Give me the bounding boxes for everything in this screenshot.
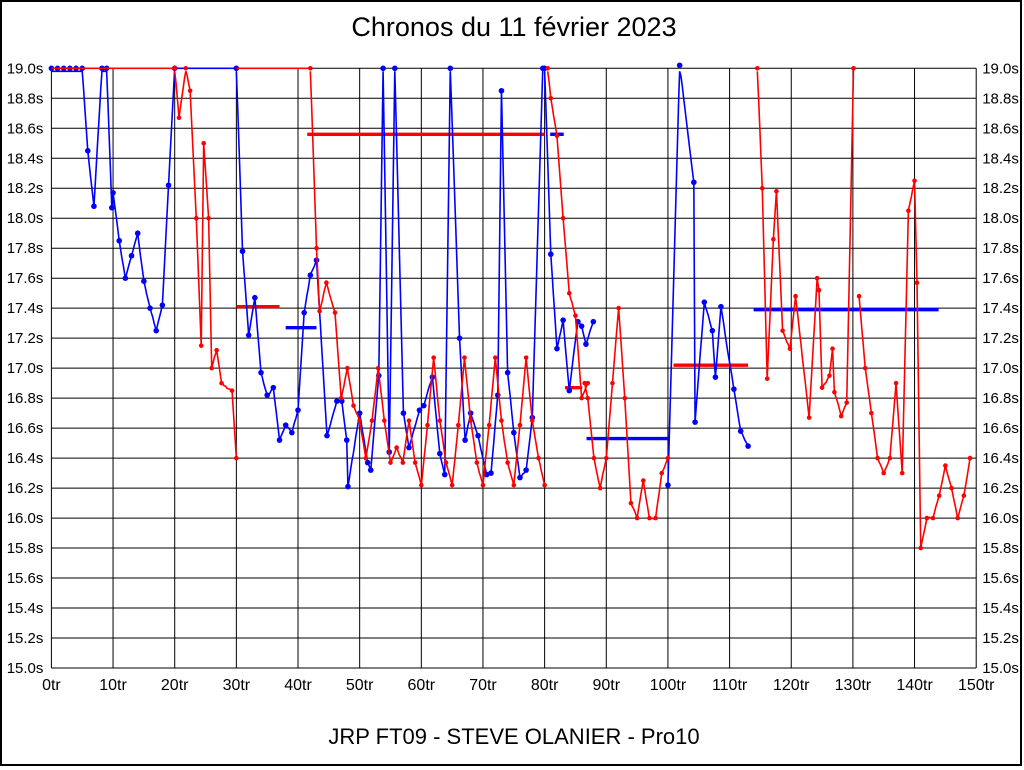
- svg-text:20tr: 20tr: [161, 677, 189, 694]
- svg-text:16.8s: 16.8s: [982, 390, 1019, 407]
- svg-text:110tr: 110tr: [712, 677, 748, 694]
- svg-text:17.4s: 17.4s: [7, 300, 44, 317]
- svg-text:16.8s: 16.8s: [7, 390, 44, 407]
- svg-text:15.2s: 15.2s: [982, 630, 1019, 647]
- svg-text:16.4s: 16.4s: [7, 450, 44, 467]
- svg-text:30tr: 30tr: [223, 677, 251, 694]
- svg-text:140tr: 140tr: [896, 677, 933, 694]
- svg-text:18.4s: 18.4s: [7, 150, 44, 167]
- svg-text:80tr: 80tr: [531, 677, 559, 694]
- svg-text:0tr: 0tr: [42, 677, 61, 694]
- svg-text:70tr: 70tr: [469, 677, 497, 694]
- svg-text:18.4s: 18.4s: [982, 150, 1019, 167]
- svg-text:15.0s: 15.0s: [7, 660, 44, 677]
- svg-text:15.4s: 15.4s: [7, 600, 44, 617]
- svg-text:19.0s: 19.0s: [982, 60, 1019, 77]
- svg-text:15.2s: 15.2s: [7, 630, 44, 647]
- svg-text:16.2s: 16.2s: [7, 480, 44, 497]
- svg-text:17.8s: 17.8s: [982, 240, 1019, 257]
- svg-text:15.6s: 15.6s: [982, 570, 1019, 587]
- svg-text:17.2s: 17.2s: [7, 330, 44, 347]
- svg-text:18.8s: 18.8s: [982, 90, 1019, 107]
- svg-text:18.0s: 18.0s: [982, 210, 1019, 227]
- svg-text:17.6s: 17.6s: [982, 270, 1019, 287]
- svg-text:17.4s: 17.4s: [982, 300, 1019, 317]
- svg-text:10tr: 10tr: [99, 677, 127, 694]
- svg-text:60tr: 60tr: [408, 677, 436, 694]
- svg-text:16.0s: 16.0s: [982, 510, 1019, 527]
- svg-text:15.8s: 15.8s: [982, 540, 1019, 557]
- svg-text:100tr: 100tr: [650, 677, 687, 694]
- svg-text:150tr: 150tr: [958, 677, 995, 694]
- svg-text:17.0s: 17.0s: [982, 360, 1019, 377]
- svg-text:50tr: 50tr: [346, 677, 374, 694]
- svg-text:17.8s: 17.8s: [7, 240, 44, 257]
- svg-text:17.6s: 17.6s: [7, 270, 44, 287]
- svg-text:40tr: 40tr: [284, 677, 312, 694]
- svg-text:16.4s: 16.4s: [982, 450, 1019, 467]
- svg-text:17.0s: 17.0s: [7, 360, 44, 377]
- svg-text:15.6s: 15.6s: [7, 570, 44, 587]
- svg-text:90tr: 90tr: [592, 677, 620, 694]
- svg-text:16.6s: 16.6s: [982, 420, 1019, 437]
- svg-text:130tr: 130tr: [835, 677, 872, 694]
- svg-text:15.0s: 15.0s: [982, 660, 1019, 677]
- svg-text:18.0s: 18.0s: [7, 210, 44, 227]
- svg-text:16.6s: 16.6s: [7, 420, 44, 437]
- svg-text:120tr: 120tr: [773, 677, 810, 694]
- svg-text:18.2s: 18.2s: [982, 180, 1019, 197]
- svg-text:16.2s: 16.2s: [982, 480, 1019, 497]
- svg-text:18.6s: 18.6s: [7, 120, 44, 137]
- svg-text:17.2s: 17.2s: [982, 330, 1019, 347]
- svg-text:15.8s: 15.8s: [7, 540, 44, 557]
- svg-text:18.8s: 18.8s: [7, 90, 44, 107]
- svg-text:18.6s: 18.6s: [982, 120, 1019, 137]
- svg-text:15.4s: 15.4s: [982, 600, 1019, 617]
- svg-text:16.0s: 16.0s: [7, 510, 44, 527]
- svg-text:18.2s: 18.2s: [7, 180, 44, 197]
- svg-text:19.0s: 19.0s: [7, 60, 44, 77]
